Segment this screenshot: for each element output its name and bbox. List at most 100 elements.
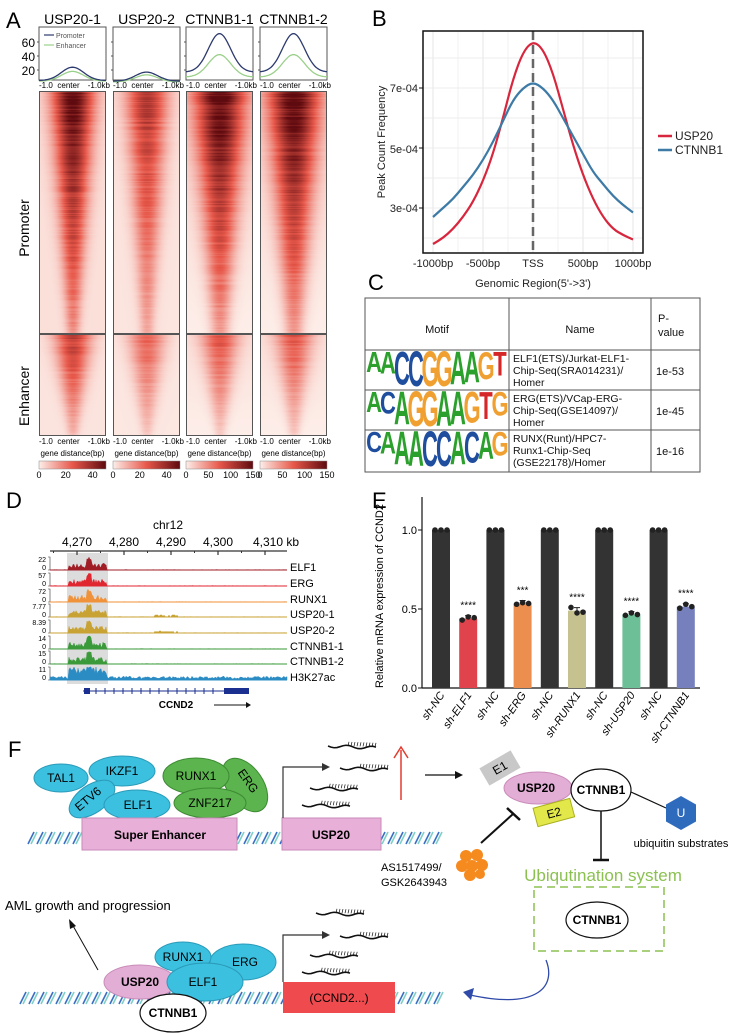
profile-xtick: -1.0kb xyxy=(88,81,111,90)
replicate-point xyxy=(607,527,613,533)
logo-letter: T xyxy=(479,383,493,427)
profile-line-enhancer xyxy=(259,53,328,78)
dna-strand xyxy=(400,991,408,1005)
panel-label-d: D xyxy=(6,488,22,513)
colorbar xyxy=(38,460,107,470)
profile-xtick: center xyxy=(57,81,80,90)
colorbar-tick: 40 xyxy=(162,470,172,480)
dna-strand xyxy=(22,991,30,1005)
ctnnb1-ubiq-label: CTNNB1 xyxy=(573,913,622,927)
replicate-point xyxy=(438,527,444,533)
bar-sh-nc xyxy=(432,530,450,688)
track-min: 0 xyxy=(42,581,46,588)
gene-label: CCND2 xyxy=(159,700,194,711)
dna-strand xyxy=(28,991,36,1005)
heatmap-usp20-2-promoter xyxy=(113,91,180,334)
dna-strand xyxy=(235,991,243,1005)
error-bar xyxy=(574,607,580,611)
dna-strand xyxy=(265,991,273,1005)
mrna-strand xyxy=(339,934,389,940)
bar-sh-elf1 xyxy=(459,618,478,688)
dna-strand xyxy=(433,991,441,1005)
profile-line-promoter xyxy=(38,66,107,82)
replicate-point xyxy=(689,603,695,610)
heatmap-ctnnb1-2-enhancer xyxy=(260,334,327,436)
panel-label-c: C xyxy=(368,270,384,295)
dna-strand xyxy=(396,831,404,845)
track-max: 7.77 xyxy=(32,604,46,611)
dna-strand xyxy=(409,991,417,1005)
category-label: sh-ERG xyxy=(497,689,530,728)
logo-letter: A xyxy=(366,347,382,378)
logo-letter: A xyxy=(450,342,466,395)
row-group-promoter: Promoter xyxy=(16,199,32,257)
heatmap-xlabel: gene distance(bp) xyxy=(187,449,251,458)
tal1-node xyxy=(33,763,89,793)
logo-letter: A xyxy=(478,423,494,467)
track-min: 0 xyxy=(42,597,46,604)
significance-label: **** xyxy=(460,600,476,611)
profile-xtick: center xyxy=(278,81,301,90)
tal1-label: TAL1 xyxy=(47,771,75,785)
dna-strand xyxy=(57,831,65,845)
logo-letter: A xyxy=(366,387,382,418)
e2-node xyxy=(532,797,576,828)
ubiquitin-substrates-label: ubiquitin substrates xyxy=(634,838,729,850)
significance-label: **** xyxy=(624,597,640,608)
bar-sh-runx1 xyxy=(568,610,586,688)
ctnnb1-ubiq-node xyxy=(565,901,629,939)
motif-pvalue: 1e-53 xyxy=(656,366,684,378)
dna-strand xyxy=(55,991,63,1005)
panel-label-a: A xyxy=(6,8,21,33)
bar-sh-usp20 xyxy=(622,614,641,688)
replicate-point xyxy=(492,527,499,533)
motif-pvalue: 1e-45 xyxy=(656,406,684,418)
chromosome-label: chr12 xyxy=(153,518,183,532)
dna-strand xyxy=(66,831,74,845)
logo-letter: A xyxy=(380,345,396,381)
motif-name-line: Chip-Seq(SRA014231)/ xyxy=(513,365,623,377)
dna-strand xyxy=(253,991,261,1005)
d-xtick: 4,270 xyxy=(62,535,92,549)
dna-strand xyxy=(406,991,414,1005)
dna-strand xyxy=(252,831,260,845)
b-xtick: TSS xyxy=(522,258,543,270)
substrate-link xyxy=(630,791,667,809)
dna-strand xyxy=(19,991,27,1005)
b-xtick: 1000bp xyxy=(615,258,652,270)
b-ytick: 5e-04 xyxy=(390,144,418,156)
profile-frame xyxy=(259,26,328,81)
replicate-point xyxy=(677,605,683,612)
bar-sh-erg xyxy=(513,603,532,688)
track-max: 14 xyxy=(38,636,46,643)
series-line-ctnnb1 xyxy=(432,82,634,218)
dna-strand xyxy=(264,831,272,845)
e-ytick: 1.0 xyxy=(402,525,417,537)
bar-sh-nc xyxy=(486,530,505,688)
panel-d-genome-tracks: chr12 4,270 4,280 4,290 4,300 4,310 kb 220 EL… xyxy=(32,518,343,711)
dna-strand xyxy=(37,991,45,1005)
colorbar xyxy=(259,460,328,470)
logo-letter: C xyxy=(436,422,452,478)
profile-xtick: -1.0 xyxy=(39,81,53,90)
motif-name-line: Homer xyxy=(513,377,545,389)
dna-strand xyxy=(64,991,72,1005)
replicate-point xyxy=(547,527,553,533)
super-enhancer-box xyxy=(81,817,238,851)
logo-letter: A xyxy=(436,382,452,438)
mrna-strand xyxy=(301,970,351,976)
colorbar xyxy=(185,460,254,470)
logo-letter: G xyxy=(477,343,494,387)
replicate-point xyxy=(541,527,547,533)
motif-name-line: (GSE22178)/Homer xyxy=(513,457,606,469)
category-label: sh-NC xyxy=(529,690,557,722)
recycle-arrow xyxy=(469,959,550,1001)
a-ytick-40: 40 xyxy=(22,50,36,64)
panel-b: 3e-04 5e-04 7e-04 -1000bp -500bp TSS 500… xyxy=(376,30,723,290)
dna-strand xyxy=(31,991,39,1005)
profile-line-enhancer xyxy=(113,74,180,83)
heatmap-xtick: center xyxy=(57,437,80,446)
replicate-point xyxy=(580,609,586,615)
logo-letter: A xyxy=(450,382,466,435)
heatmap-usp20-1-promoter xyxy=(39,91,106,334)
